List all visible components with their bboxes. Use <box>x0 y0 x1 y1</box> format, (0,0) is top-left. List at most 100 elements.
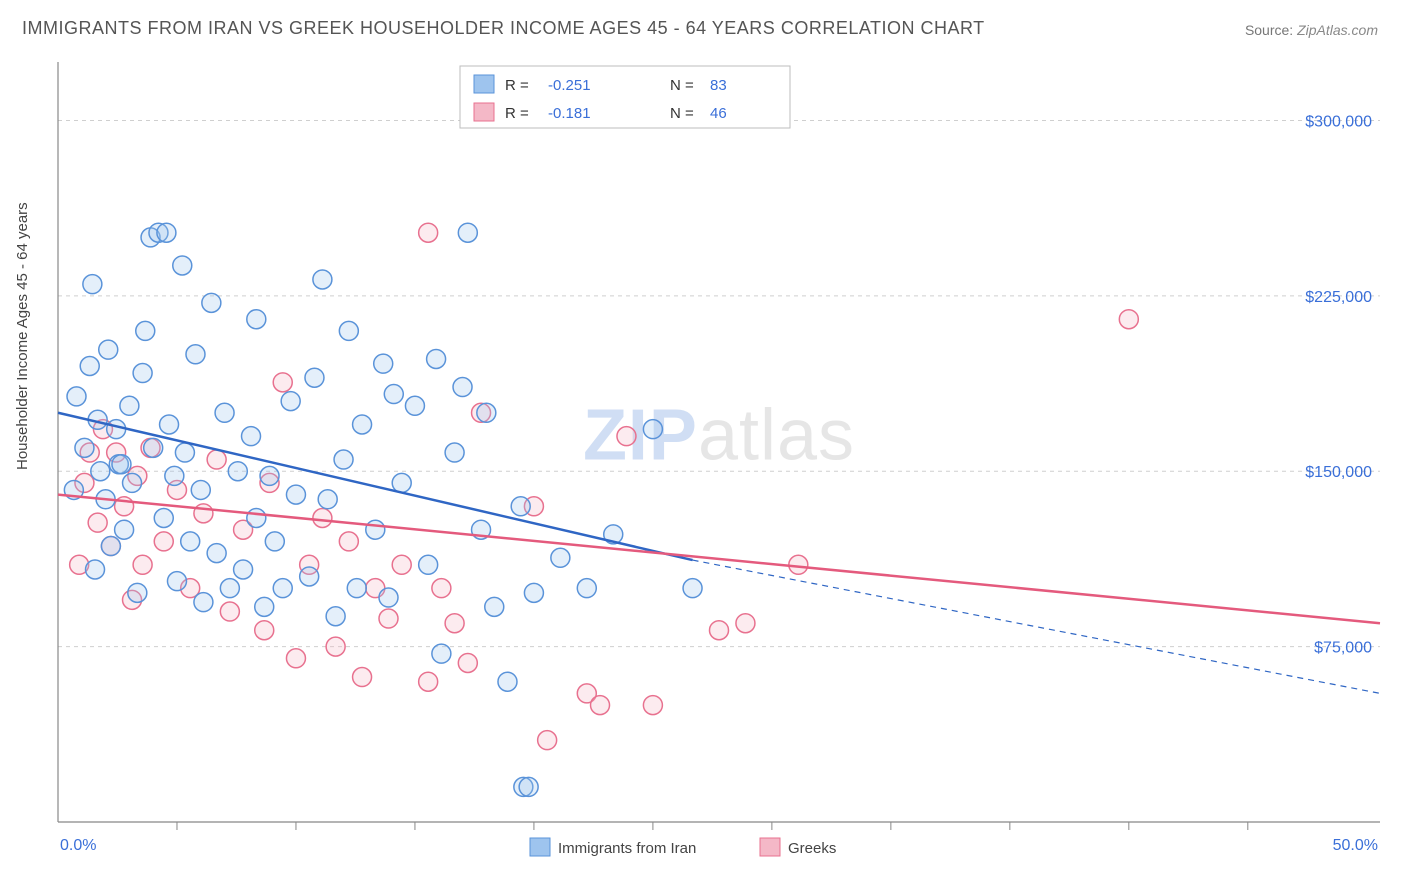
data-point <box>123 473 142 492</box>
data-point <box>144 438 163 457</box>
legend-n-label: N = <box>670 105 694 122</box>
legend-n-value: 83 <box>710 77 727 94</box>
data-point <box>538 731 557 750</box>
data-point <box>228 462 247 481</box>
legend-r-label: R = <box>505 77 529 94</box>
data-point <box>736 614 755 633</box>
data-point <box>617 427 636 446</box>
data-point <box>313 270 332 289</box>
data-point <box>215 403 234 422</box>
data-point <box>445 443 464 462</box>
data-point <box>220 579 239 598</box>
data-point <box>133 364 152 383</box>
data-point <box>265 532 284 551</box>
data-point <box>181 532 200 551</box>
data-point <box>334 450 353 469</box>
y-tick-label: $75,000 <box>1314 640 1372 657</box>
data-point <box>157 223 176 242</box>
data-point <box>458 223 477 242</box>
data-point <box>313 509 332 528</box>
data-point <box>419 555 438 574</box>
bottom-legend-swatch-greeks <box>760 838 780 856</box>
y-tick-label: $225,000 <box>1305 289 1372 306</box>
data-point <box>318 490 337 509</box>
data-point <box>379 588 398 607</box>
data-point <box>1119 310 1138 329</box>
bottom-legend-swatch-iran <box>530 838 550 856</box>
source-label: Source: <box>1245 22 1293 38</box>
data-point <box>326 637 345 656</box>
x-tick-label: 50.0% <box>1333 837 1378 854</box>
data-point <box>255 597 274 616</box>
legend-r-label: R = <box>505 105 529 122</box>
data-point <box>710 621 729 640</box>
data-point <box>643 696 662 715</box>
data-point <box>273 579 292 598</box>
data-point <box>551 548 570 567</box>
legend-swatch <box>474 103 494 121</box>
data-point <box>175 443 194 462</box>
data-point <box>453 378 472 397</box>
data-point <box>379 609 398 628</box>
chart-container: Householder Income Ages 45 - 64 years $7… <box>0 50 1406 892</box>
data-point <box>186 345 205 364</box>
data-point <box>194 593 213 612</box>
data-point <box>405 396 424 415</box>
data-point <box>112 455 131 474</box>
data-point <box>445 614 464 633</box>
correlation-chart: $75,000 $150,000 $225,000 $300,000 0.0% 50.0%… <box>0 50 1406 892</box>
data-point <box>91 462 110 481</box>
legend-r-value: -0.251 <box>548 77 591 94</box>
y-tick-label: $300,000 <box>1305 113 1372 130</box>
data-point <box>286 485 305 504</box>
legend-r-value: -0.181 <box>548 105 591 122</box>
data-point <box>101 537 120 556</box>
data-point <box>220 602 239 621</box>
data-point <box>511 497 530 516</box>
data-point <box>167 572 186 591</box>
data-point <box>115 520 134 539</box>
data-point <box>247 310 266 329</box>
data-point <box>75 438 94 457</box>
data-point <box>86 560 105 579</box>
data-point <box>202 293 221 312</box>
bottom-legend-label-iran: Immigrants from Iran <box>558 840 696 857</box>
data-point <box>683 579 702 598</box>
data-point <box>392 555 411 574</box>
data-point <box>133 555 152 574</box>
legend-swatch <box>474 75 494 93</box>
data-point <box>207 450 226 469</box>
data-point <box>207 544 226 563</box>
data-point <box>80 357 99 376</box>
data-point <box>353 415 372 434</box>
data-point <box>519 777 538 796</box>
data-point <box>477 403 496 422</box>
x-tick-label: 0.0% <box>60 837 96 854</box>
data-point <box>392 473 411 492</box>
data-point <box>260 466 279 485</box>
data-point <box>194 504 213 523</box>
data-point <box>88 513 107 532</box>
data-point <box>485 597 504 616</box>
data-point <box>366 520 385 539</box>
data-point <box>154 532 173 551</box>
data-point <box>128 583 147 602</box>
source-value: ZipAtlas.com <box>1297 22 1378 38</box>
data-point <box>160 415 179 434</box>
data-point <box>107 420 126 439</box>
data-point <box>384 385 403 404</box>
data-point <box>154 509 173 528</box>
data-point <box>99 340 118 359</box>
data-point <box>136 321 155 340</box>
trendline-iran-dashed <box>693 560 1380 693</box>
data-point <box>427 349 446 368</box>
chart-title: IMMIGRANTS FROM IRAN VS GREEK HOUSEHOLDE… <box>22 18 985 39</box>
data-point <box>524 583 543 602</box>
data-point <box>281 392 300 411</box>
data-point <box>577 579 596 598</box>
data-point <box>432 579 451 598</box>
y-tick-label: $150,000 <box>1305 464 1372 481</box>
data-point <box>247 509 266 528</box>
data-point <box>591 696 610 715</box>
legend-n-value: 46 <box>710 105 727 122</box>
